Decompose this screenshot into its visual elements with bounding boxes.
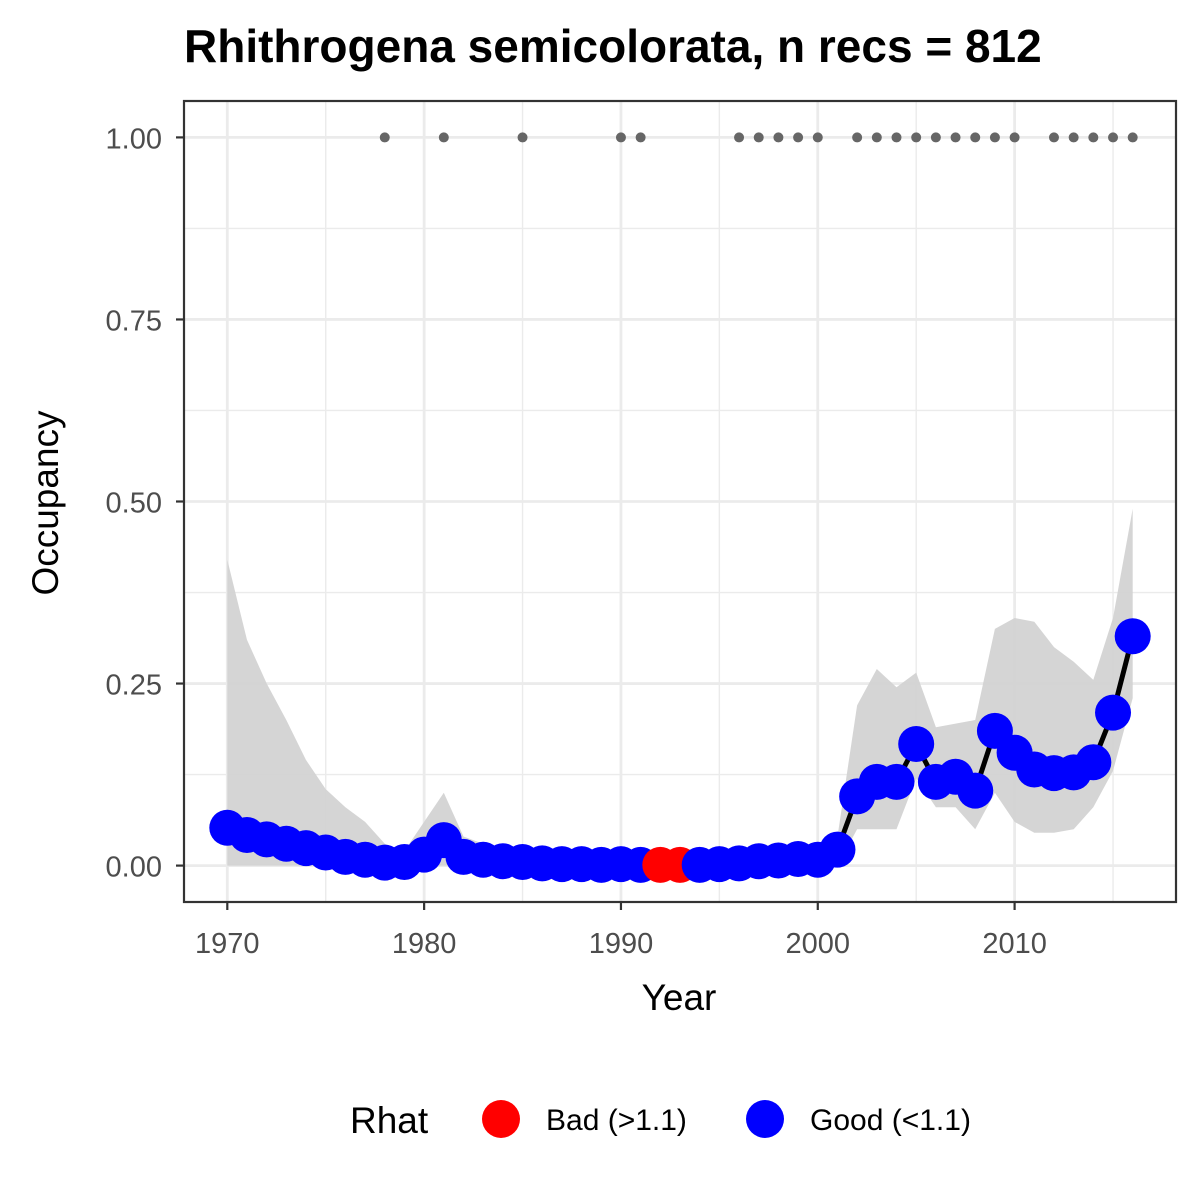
record-point <box>379 132 390 143</box>
record-point <box>950 132 961 143</box>
record-point <box>438 132 449 143</box>
record-point <box>1009 132 1020 143</box>
record-point <box>734 132 745 143</box>
record-point <box>1108 132 1119 143</box>
record-point <box>970 132 981 143</box>
estimate-point-good <box>898 725 935 762</box>
y-axis-title: Occupancy <box>25 410 66 596</box>
record-point <box>911 132 922 143</box>
x-tick-label: 1980 <box>392 928 457 960</box>
record-point <box>812 132 823 143</box>
record-point <box>773 132 784 143</box>
legend-label-good: Good (<1.1) <box>810 1104 971 1137</box>
estimate-point-good <box>819 831 856 868</box>
record-point <box>517 132 528 143</box>
x-tick-label: 2000 <box>786 928 851 960</box>
y-tick-label: 1.00 <box>106 123 162 155</box>
x-axis-title: Year <box>642 977 717 1018</box>
record-point <box>1127 132 1138 143</box>
x-tick-label: 1970 <box>195 928 260 960</box>
record-point <box>753 132 764 143</box>
record-point <box>1048 132 1059 143</box>
record-point <box>615 132 626 143</box>
estimate-point-good <box>1095 694 1132 731</box>
estimate-point-good <box>1075 744 1112 781</box>
estimate-point-good <box>878 763 915 800</box>
chart-title: Rhithrogena semicolorata, n recs = 812 <box>184 20 1042 72</box>
record-point <box>930 132 941 143</box>
legend-title: Rhat <box>350 1100 429 1141</box>
estimate-point-good <box>1114 618 1151 655</box>
record-point <box>989 132 1000 143</box>
legend-key-bad <box>482 1100 520 1138</box>
estimate-point-good <box>957 772 994 809</box>
record-point <box>793 132 804 143</box>
legend-label-bad: Bad (>1.1) <box>546 1104 687 1137</box>
y-tick-label: 0.00 <box>106 852 162 884</box>
record-point <box>1088 132 1099 143</box>
record-point <box>871 132 882 143</box>
record-point <box>635 132 646 143</box>
plot-panel <box>182 99 1178 904</box>
y-tick-label: 0.50 <box>106 488 162 520</box>
x-tick-label: 2010 <box>982 928 1047 960</box>
legend: Rhat Bad (>1.1) Good (<1.1) <box>350 1100 971 1141</box>
record-point <box>891 132 902 143</box>
legend-key-good <box>746 1100 784 1138</box>
y-tick-label: 0.75 <box>106 305 162 337</box>
credible-interval-ribbon <box>227 508 1133 866</box>
record-point <box>852 132 863 143</box>
record-point <box>1068 132 1079 143</box>
x-tick-label: 1990 <box>589 928 654 960</box>
y-tick-label: 0.25 <box>106 670 162 702</box>
